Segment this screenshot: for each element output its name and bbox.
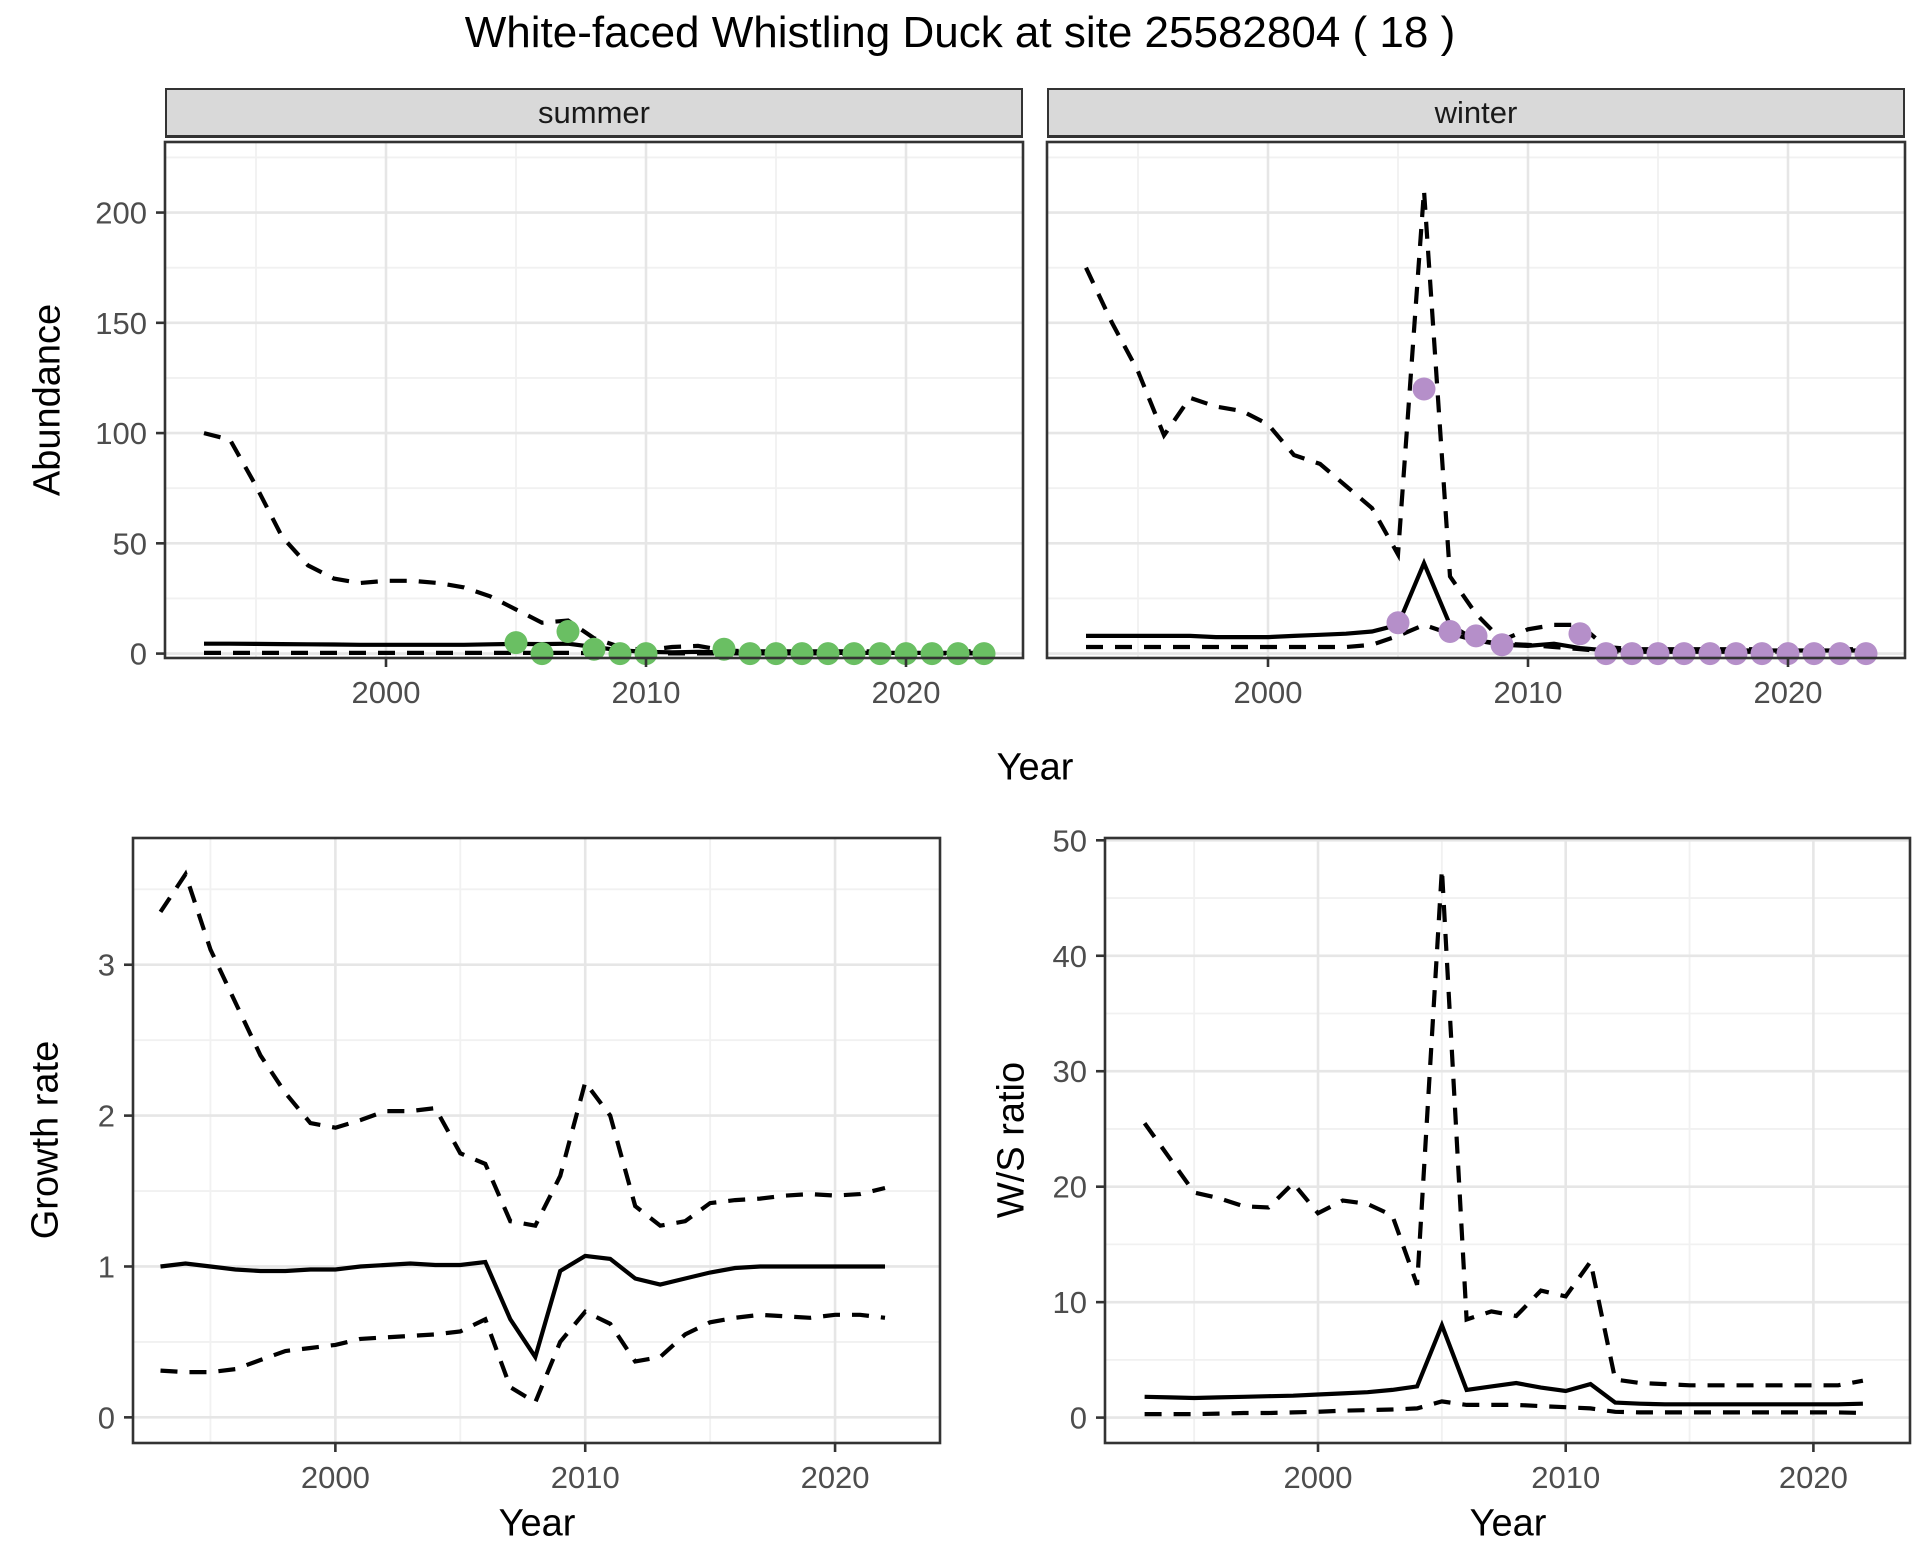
x-tick-label: 2020 [1779,1460,1848,1495]
facet-strip-summer: summer [165,88,1023,138]
observed-count-marker [1672,642,1696,666]
facet-strip-winter-label: winter [1434,94,1518,130]
x-axis-title-year-bottom-left: Year [498,1502,576,1545]
observed-count-marker [764,642,788,666]
series-ci-lower [160,1309,886,1406]
series-ci-upper [158,869,886,1229]
x-tick-label: 2010 [612,675,681,710]
observed-count-marker [790,642,814,666]
x-tick-label: 2020 [1754,675,1823,710]
y-tick-label: 0 [98,1400,115,1435]
panel-ws-ratio: 2000 2010 2020 0 10 20 30 40 50 [1053,823,1912,1495]
y-tick-label: 1 [98,1249,115,1284]
observed-count-marker [946,642,970,666]
observed-count-marker [1724,642,1748,666]
panel-border [131,836,942,1445]
x-axis-title-year-bottom-right: Year [1469,1502,1547,1545]
y-tick-label: 50 [113,526,147,561]
points-observed-count [504,620,996,666]
page-title: White-faced Whistling Duck at site 25582… [464,8,1456,57]
observed-count-marker [1698,642,1722,666]
y-axis-title-ws-ratio: W/S ratio [990,1061,1033,1219]
series-median [1144,1319,1863,1407]
observed-count-marker [1828,642,1852,666]
observed-count-marker [504,631,528,655]
y-tick-label: 200 [95,196,147,231]
x-tick-label: 2010 [1494,675,1563,710]
panel-abundance-summer: 2000 2010 2020 0 50 100 150 200 [95,140,1025,710]
x-tick-label: 2000 [352,675,421,710]
panel-border [163,140,1025,660]
observed-count-marker [1776,642,1800,666]
observed-count-marker [894,642,918,666]
y-tick-label: 100 [95,416,147,451]
facet-strip-winter: winter [1047,88,1905,138]
observed-count-marker [1438,620,1462,643]
panel-border [1045,140,1907,660]
facet-strip-summer-label: summer [538,94,650,130]
y-tick-label: 10 [1053,1285,1087,1320]
y-tick-label: 3 [98,948,115,983]
observed-count-marker [712,637,736,661]
y-tick-label: 2 [98,1099,115,1134]
observed-count-marker [1464,624,1488,648]
observed-count-marker [1646,642,1670,666]
series-median [160,1253,885,1362]
panel-background [1105,838,1910,1443]
observed-count-marker [842,642,866,666]
x-tick-label: 2000 [1234,675,1303,710]
y-tick-label: 30 [1053,1054,1087,1089]
series-ci-lower [1086,622,1866,654]
observed-count-marker [1412,377,1436,401]
x-tick-label: 2000 [301,1460,370,1495]
y-tick-label: 0 [1070,1401,1087,1436]
observed-count-marker [1854,642,1878,666]
observed-count-marker [920,642,944,666]
x-tick-label: 2010 [1531,1460,1600,1495]
y-axis-title-growth-rate: Growth rate [24,1040,67,1240]
observed-count-marker [582,637,606,661]
x-tick-label: 2000 [1284,1460,1353,1495]
series-ci-lower [1144,1399,1863,1417]
observed-count-marker [972,642,996,666]
y-axis-title-abundance: Abundance [26,303,69,497]
y-tick-label: 20 [1053,1170,1087,1205]
observed-count-marker [1802,642,1826,666]
observed-count-marker [1490,633,1514,657]
observed-count-marker [738,642,762,666]
panel-growth-rate: 2000 2010 2020 0 1 2 3 [98,836,942,1495]
observed-count-marker [608,642,632,666]
points-observed-count [1386,377,1878,666]
panel-background [165,142,1023,658]
x-tick-label: 2020 [872,675,941,710]
observed-count-marker [530,642,554,666]
observed-count-marker [868,642,892,666]
observed-count-marker [1594,642,1618,666]
observed-count-marker [1750,642,1774,666]
x-tick-label: 2020 [801,1460,870,1495]
y-tick-label: 50 [1053,823,1087,858]
observed-count-marker [1620,642,1644,666]
observed-count-marker [556,620,580,643]
panel-border [1103,836,1912,1445]
series-ci-upper [1142,869,1864,1388]
x-axis-title-year-top: Year [996,746,1074,789]
observed-count-marker [1568,622,1592,646]
y-tick-label: 0 [130,637,147,672]
y-tick-label: 150 [95,306,147,341]
panel-background [1047,142,1905,658]
observed-count-marker [634,642,658,666]
panel-abundance-winter: 2000 2010 2020 [1045,140,1907,710]
observed-count-marker [1386,611,1410,635]
y-tick-label: 40 [1053,939,1087,974]
observed-count-marker [816,642,840,666]
x-tick-label: 2010 [551,1460,620,1495]
